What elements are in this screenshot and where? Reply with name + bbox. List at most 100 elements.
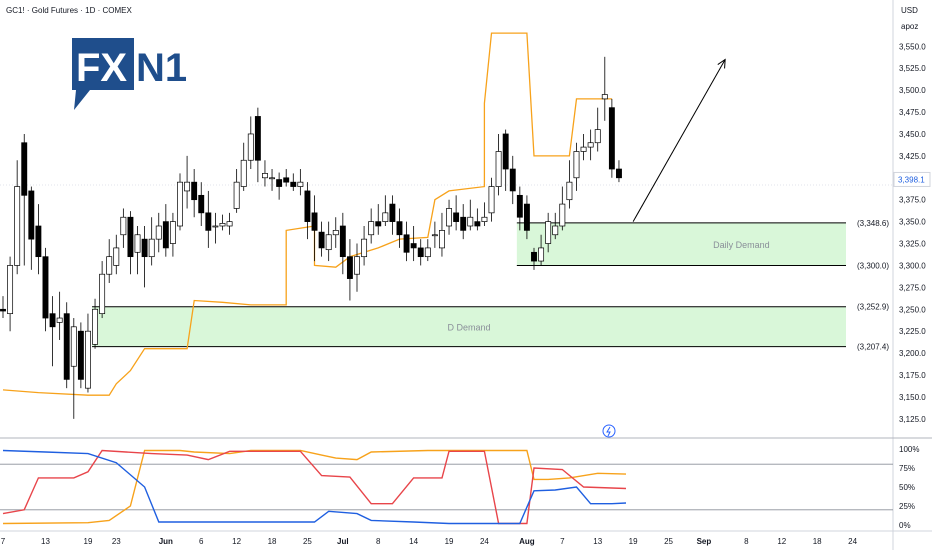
demand-zone-top-value: (3,348.6) [857, 219, 889, 228]
candle-body [148, 238, 155, 258]
time-tick-label: 8 [376, 537, 381, 546]
price-tick-label: 3,375.0 [899, 196, 926, 205]
candle-body [0, 308, 6, 312]
demand-zone-0 [516, 222, 846, 266]
time-tick-label: 24 [480, 537, 489, 546]
time-tick-label: Jun [159, 537, 173, 546]
price-tick-label: 3,450.0 [899, 130, 926, 139]
demand-zone-top-value: (3,252.9) [857, 303, 889, 312]
time-tick-label: 8 [744, 537, 749, 546]
candle-body [7, 265, 14, 315]
time-tick-label: 18 [268, 537, 277, 546]
demand-zone-bottom-value: (3,300.0) [857, 261, 889, 270]
candle-body [162, 221, 169, 249]
candle-body [184, 181, 191, 192]
candle-body [254, 116, 261, 161]
time-tick-label: 7 [1, 537, 6, 546]
price-tick-label: 3,350.0 [899, 218, 926, 227]
indicator-tick-label: 100% [899, 445, 919, 454]
demand-zone-label: D Demand [448, 323, 491, 333]
candle-body [446, 208, 452, 227]
candle-body [56, 317, 63, 323]
price-tick-label: 3,275.0 [899, 283, 926, 292]
indicator-tick-label: 25% [899, 502, 915, 511]
time-axis: 7 13 19 23 Jun 6 12 18 25 Jul 8 14 19 24 Aug 7 13 19 25 Sep… [1, 537, 858, 546]
scale-mode-label[interactable]: apoz [901, 22, 919, 31]
candle-body [169, 221, 176, 244]
time-tick-label: 12 [777, 537, 786, 546]
candle-body [389, 203, 396, 222]
candle-body [608, 107, 615, 170]
time-tick-label: 19 [629, 537, 638, 546]
candle-body [134, 234, 141, 253]
demand-zone-label: Daily Demand [713, 240, 770, 250]
indicator-series-0 [2, 449, 627, 525]
candle-body [191, 181, 198, 201]
candle-body [212, 225, 219, 228]
demand-zone-1 [92, 306, 847, 347]
currency-label[interactable]: USD [901, 6, 918, 15]
projection-arrow-line [632, 59, 726, 222]
candle-body [21, 142, 28, 196]
time-tick-label: 23 [112, 537, 121, 546]
candle-body [226, 221, 233, 227]
indicator-tick-label: 75% [899, 464, 915, 473]
price-tick-label: 3,525.0 [899, 64, 926, 73]
chart-header-symbol[interactable]: GC1! · Gold Futures · 1D · COMEX [6, 6, 132, 15]
candle-body [552, 225, 559, 236]
candle-body [325, 234, 332, 251]
price-tick-label: 3,225.0 [899, 327, 926, 336]
price-tick-label: 3,250.0 [899, 305, 926, 314]
time-tick-label: 13 [41, 537, 50, 546]
orange-level-polyline [2, 32, 612, 396]
candle-body [382, 212, 389, 222]
candle-body [531, 251, 537, 262]
candle-body [42, 256, 49, 319]
projection-arrow-head [717, 58, 726, 69]
candle-body [155, 225, 162, 240]
price-tick-label: 3,425.0 [899, 152, 926, 161]
candle-body [35, 225, 42, 258]
price-tick-label: 3,325.0 [899, 240, 926, 249]
candle-body [410, 243, 417, 249]
candle-body [339, 225, 346, 258]
candle-body [318, 231, 325, 249]
candle-body [474, 221, 481, 227]
candle-body [219, 223, 226, 227]
candle-body [205, 212, 212, 231]
lightning-icon [602, 424, 616, 438]
candle-body [332, 230, 339, 236]
candle-body [240, 159, 247, 187]
candle-body [460, 216, 467, 231]
time-tick-label: 14 [409, 537, 418, 546]
price-tick-label: 3,200.0 [899, 349, 926, 358]
candle-body [573, 151, 580, 179]
candle-body [439, 230, 445, 249]
candle-body [28, 190, 35, 240]
time-tick-label: 25 [303, 537, 312, 546]
candle-body [283, 177, 290, 183]
candle-body [516, 194, 523, 218]
time-tick-label: Sep [697, 537, 712, 546]
time-tick-label: 7 [560, 537, 565, 546]
candle-body [92, 308, 98, 345]
candle-body [304, 190, 311, 222]
candle-body [233, 181, 240, 209]
price-tick-label: 3,150.0 [899, 393, 926, 402]
candle-body [311, 212, 318, 231]
candle-body [120, 216, 127, 236]
logo-n1-text: N1 [136, 46, 187, 90]
candle-body [262, 173, 268, 179]
price-tick-label: 3,300.0 [899, 261, 926, 270]
candle-body [396, 221, 403, 236]
candle-body [99, 273, 106, 315]
candle-body [141, 238, 148, 258]
time-tick-label: 19 [84, 537, 93, 546]
candle-body [509, 168, 516, 192]
candle-body [269, 177, 275, 180]
logo-fx-text: FX [76, 46, 127, 90]
candle-body [566, 181, 573, 201]
candle-body [297, 181, 304, 187]
